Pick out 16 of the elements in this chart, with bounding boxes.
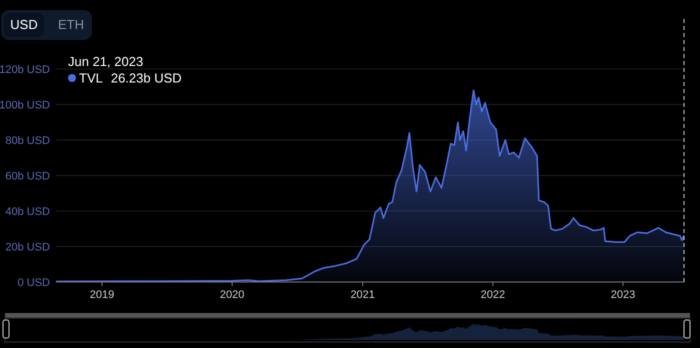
x-tick-label: 2021	[350, 289, 375, 301]
y-tick-label: 120b USD	[0, 64, 50, 76]
y-tick-label: 20b USD	[5, 241, 50, 254]
y-tick-label: 80b USD	[5, 134, 50, 147]
x-tick-label: 2020	[220, 289, 244, 301]
legend-label: TVL	[79, 70, 103, 86]
x-tick-label: 2022	[480, 289, 506, 301]
currency-toggle: USD ETH	[1, 10, 92, 40]
annotation: Jun 21, 2023	[68, 54, 144, 69]
annotation: 26.23b USD	[110, 70, 182, 86]
y-tick-label: 100b USD	[0, 99, 50, 112]
y-tick-label: 40b USD	[5, 206, 50, 218]
x-tick-label: 2023	[610, 289, 636, 301]
y-tick-label: 60b USD	[5, 170, 50, 182]
y-tick-label: 0 USD	[18, 276, 50, 289]
x-tick-label: 2019	[90, 289, 114, 301]
